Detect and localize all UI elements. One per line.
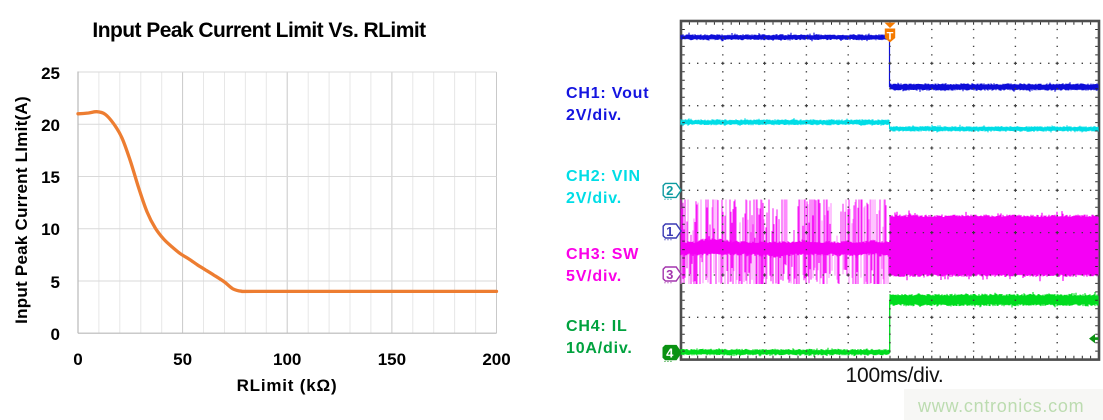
svg-text:1: 1 (666, 224, 673, 239)
svg-text:2: 2 (666, 183, 673, 198)
svg-text:3: 3 (666, 267, 673, 282)
svg-text:4: 4 (666, 345, 674, 360)
svg-text:T: T (887, 31, 894, 43)
